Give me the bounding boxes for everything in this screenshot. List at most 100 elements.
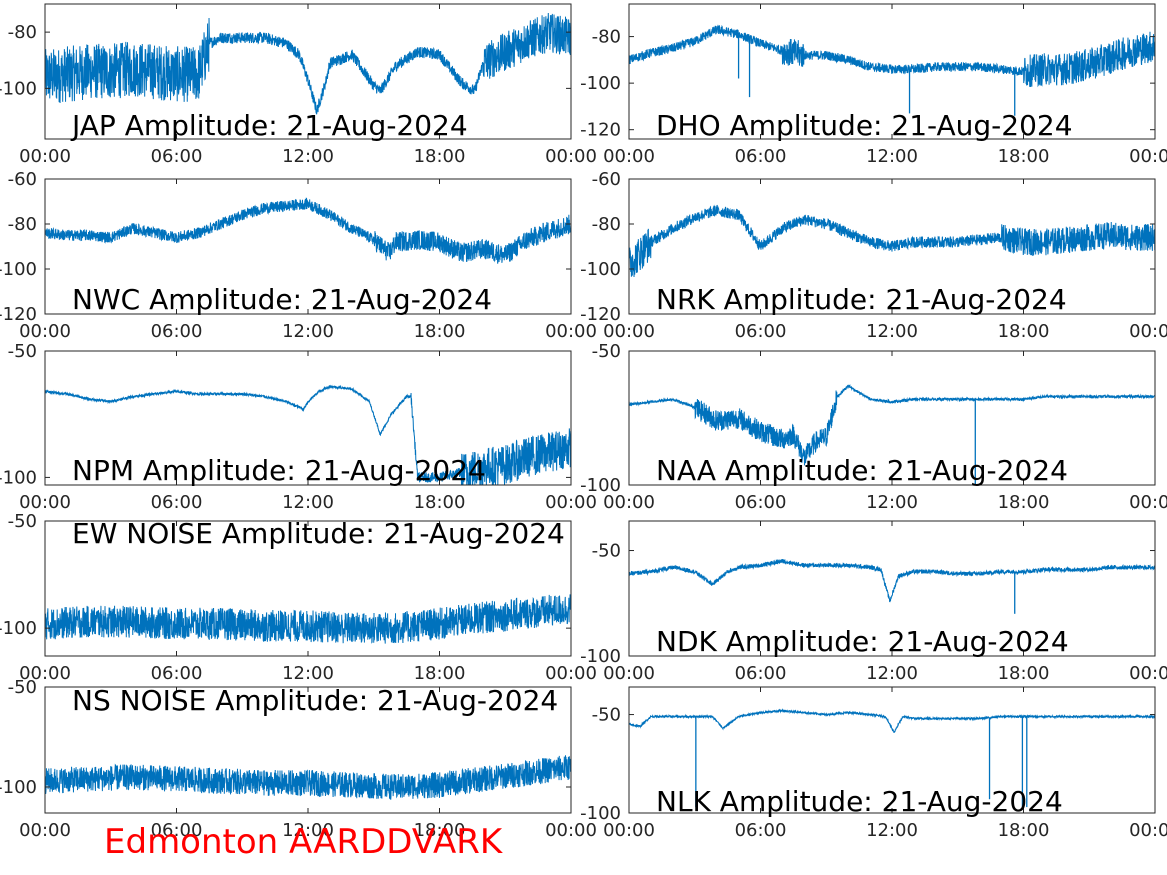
x-tick-label: 18:00: [998, 663, 1050, 684]
panel-title: JAP Amplitude: 21-Aug-2024: [70, 109, 468, 142]
y-tick-label: -50: [8, 677, 37, 698]
x-tick-label: 00:00: [1129, 663, 1167, 684]
trace-line: [629, 383, 1155, 466]
x-tick-label: 12:00: [282, 492, 334, 513]
panel-nwc: 00:00 06:00 12:00 18:00 00:00 -60 -80 -100 -120 N…: [0, 169, 597, 342]
x-tick-label: 06:00: [151, 492, 203, 513]
x-tick-label: 06:00: [735, 820, 787, 841]
x-tick-label: 12:00: [282, 146, 334, 167]
x-tick-label: 18:00: [998, 146, 1050, 167]
x-tick-label: 00:00: [603, 146, 655, 167]
panel-jap: 00:00 06:00 12:00 18:00 00:00 -80 -100 JAP Ampl…: [0, 3, 597, 167]
x-tick-label: 00:00: [19, 146, 71, 167]
x-tick-label: 00:00: [545, 663, 597, 684]
x-tick-label: 12:00: [282, 820, 334, 841]
x-tick-label: 12:00: [866, 146, 918, 167]
x-tick-label: 00:00: [1129, 492, 1167, 513]
panel-title: NRK Amplitude: 21-Aug-2024: [656, 283, 1067, 316]
panel-title: NDK Amplitude: 21-Aug-2024: [656, 625, 1069, 658]
x-tick-label: 18:00: [414, 663, 466, 684]
panel-title: DHO Amplitude: 21-Aug-2024: [656, 109, 1073, 142]
x-tick-label: 00:00: [603, 663, 655, 684]
trace-line: [45, 197, 571, 264]
x-tick-label: 12:00: [282, 663, 334, 684]
x-tick-label: 18:00: [414, 321, 466, 342]
x-tick-label: 18:00: [414, 492, 466, 513]
x-tick-label: 00:00: [1129, 820, 1167, 841]
footer-label: Edmonton AARDDVARK: [104, 822, 504, 862]
x-tick-label: 12:00: [866, 321, 918, 342]
panel-title: NPM Amplitude: 21-Aug-2024: [72, 454, 486, 487]
trace-line: [45, 384, 571, 485]
y-tick-label: -100: [580, 259, 621, 280]
y-tick-label: -80: [8, 22, 37, 43]
y-tick-label: -80: [592, 27, 621, 48]
y-tick-label: -100: [580, 803, 621, 824]
x-tick-label: 00:00: [1129, 146, 1167, 167]
x-tick-label: 00:00: [545, 492, 597, 513]
x-tick-label: 00:00: [545, 146, 597, 167]
x-tick-label: 00:00: [19, 663, 71, 684]
x-tick-label: 18:00: [998, 820, 1050, 841]
x-tick-label: 06:00: [151, 146, 203, 167]
y-tick-label: -100: [0, 777, 37, 798]
x-tick-label: 12:00: [866, 663, 918, 684]
trace-line: [629, 558, 1155, 603]
x-tick-label: 00:00: [19, 820, 71, 841]
x-tick-label: 18:00: [998, 492, 1050, 513]
panels-group: 00:00 06:00 12:00 18:00 00:00 -80 -100 JAP Ampl…: [0, 3, 1167, 841]
x-tick-label: 00:00: [545, 820, 597, 841]
y-tick-label: -80: [592, 214, 621, 235]
trace-line: [629, 708, 1155, 734]
y-tick-label: -100: [580, 475, 621, 496]
trace-line: [629, 24, 1155, 88]
x-tick-label: 00:00: [19, 321, 71, 342]
y-tick-label: -100: [0, 618, 37, 639]
x-tick-label: 00:00: [1129, 321, 1167, 342]
x-tick-label: 06:00: [151, 820, 203, 841]
panel-nlk: 00:00 06:00 12:00 18:00 00:00 -50 -100 NLK Ampl…: [580, 686, 1167, 841]
trace-line: [45, 12, 571, 115]
y-tick-label: -50: [592, 541, 621, 562]
y-tick-label: -60: [592, 169, 621, 190]
panel-title: EW NOISE Amplitude: 21-Aug-2024: [72, 517, 565, 550]
x-tick-label: 06:00: [735, 492, 787, 513]
panel-ns-noise: 00:00 06:00 12:00 18:00 00:00 -50 -100 NS NOISE…: [0, 677, 597, 841]
x-tick-label: 00:00: [19, 492, 71, 513]
y-tick-label: -50: [592, 705, 621, 726]
panel-dho: 00:00 06:00 12:00 18:00 00:00 -80 -100 -120 DHO …: [580, 3, 1167, 167]
y-tick-label: -120: [580, 120, 621, 141]
x-tick-label: 06:00: [151, 321, 203, 342]
x-tick-label: 06:00: [735, 663, 787, 684]
panel-npm: 00:00 06:00 12:00 18:00 00:00 -50 -100 NPM Ampl…: [0, 341, 597, 513]
trace-line: [629, 204, 1155, 278]
y-tick-label: -100: [0, 467, 37, 488]
x-tick-label: 18:00: [998, 321, 1050, 342]
x-tick-label: 18:00: [414, 146, 466, 167]
y-tick-label: -60: [8, 169, 37, 190]
trace-line: [45, 593, 571, 644]
x-tick-label: 06:00: [735, 321, 787, 342]
x-tick-label: 00:00: [545, 321, 597, 342]
panel-ew-noise: 00:00 06:00 12:00 18:00 00:00 -50 -100 EW NOISE…: [0, 511, 597, 684]
x-tick-label: 00:00: [603, 321, 655, 342]
y-tick-label: -100: [0, 78, 37, 99]
y-tick-label: -50: [592, 341, 621, 362]
panel-nrk: 00:00 06:00 12:00 18:00 00:00 -60 -80 -100 -120 N…: [580, 169, 1167, 342]
x-tick-label: 06:00: [735, 146, 787, 167]
y-tick-label: -120: [580, 304, 621, 325]
y-tick-label: -50: [8, 511, 37, 532]
x-tick-label: 00:00: [603, 820, 655, 841]
panel-title: NLK Amplitude: 21-Aug-2024: [656, 785, 1063, 818]
y-tick-label: -100: [580, 73, 621, 94]
x-tick-label: 18:00: [414, 820, 466, 841]
x-tick-label: 12:00: [866, 820, 918, 841]
panel-title: NAA Amplitude: 21-Aug-2024: [656, 454, 1068, 487]
panel-naa: 00:00 06:00 12:00 18:00 00:00 -50 -100 NAA Ampl…: [580, 341, 1167, 513]
y-tick-label: -100: [0, 259, 37, 280]
x-tick-label: 06:00: [151, 663, 203, 684]
y-tick-label: -80: [8, 214, 37, 235]
panel-title: NWC Amplitude: 21-Aug-2024: [72, 283, 492, 316]
x-tick-label: 12:00: [282, 321, 334, 342]
